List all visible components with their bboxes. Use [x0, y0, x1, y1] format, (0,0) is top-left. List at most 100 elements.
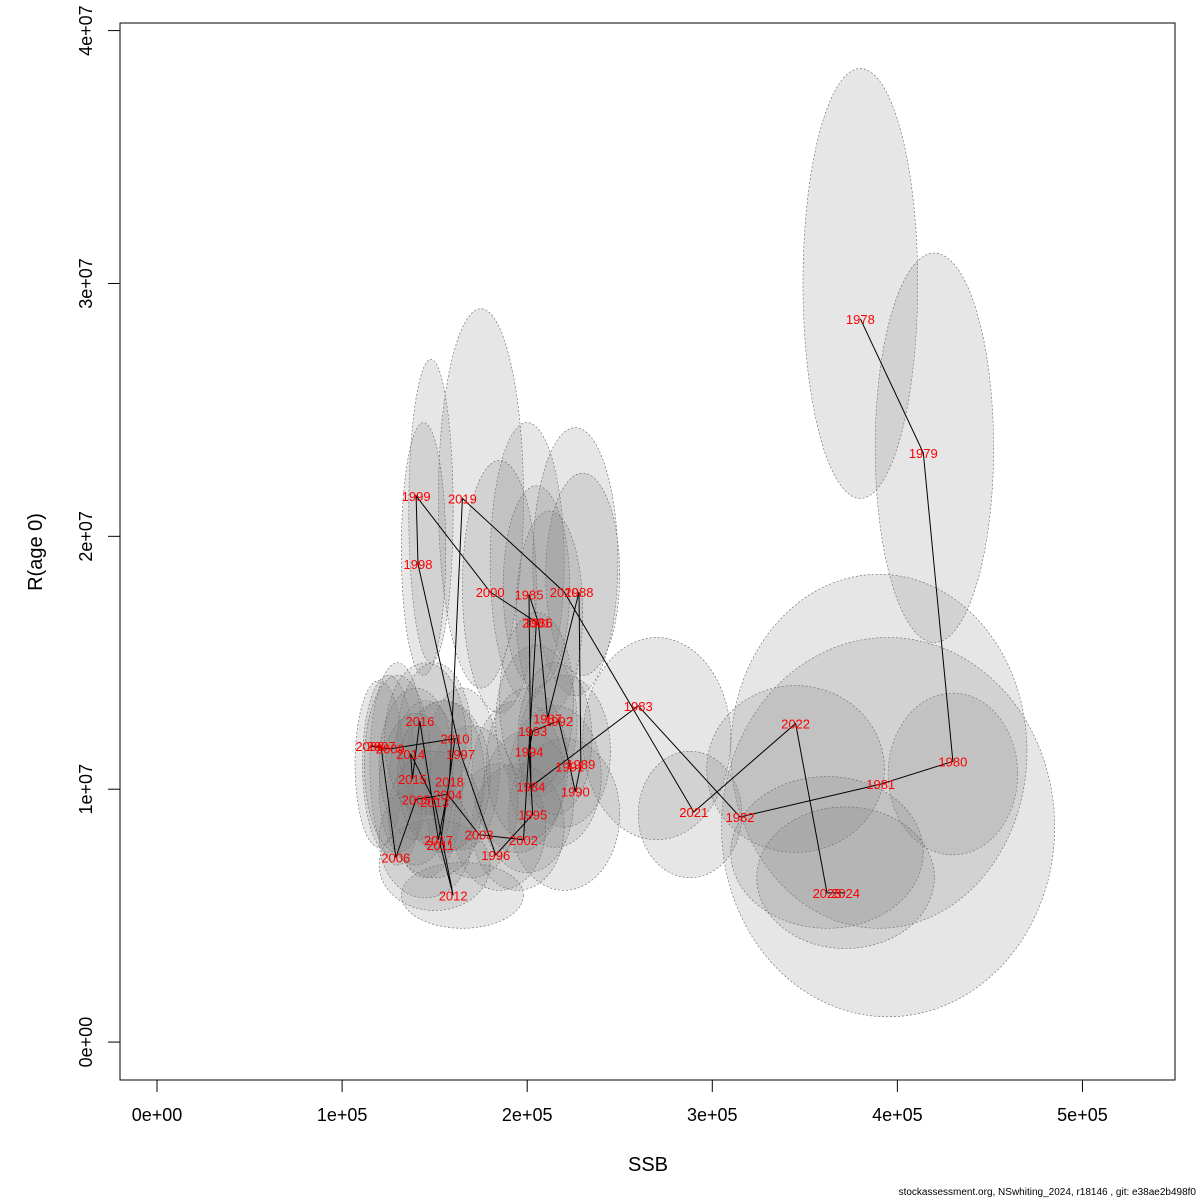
ellipse-1982 [730, 573, 1028, 929]
ellipse-1985 [489, 422, 565, 701]
x-tick-label: 2e+05 [502, 1105, 553, 1125]
ellipse-2005 [388, 700, 463, 879]
point-label-2001: 2001 [522, 615, 551, 630]
point-label-2023: 2023 [813, 886, 842, 901]
point-label-1983: 1983 [624, 699, 653, 714]
point-label-1979: 1979 [909, 446, 938, 461]
ellipse-1991 [517, 662, 593, 815]
point-label-2005: 2005 [402, 792, 431, 807]
ellipse-1986 [515, 510, 584, 714]
point-label-1987: 1987 [533, 711, 562, 726]
x-tick-label: 0e+00 [132, 1105, 183, 1125]
ellipse-2018 [397, 700, 491, 853]
y-axis-title: R(age 0) [25, 513, 47, 591]
point-label-2022: 2022 [781, 716, 810, 731]
ellipse-1978 [802, 68, 919, 499]
point-label-1985: 1985 [515, 587, 544, 602]
ellipse-2020 [545, 472, 621, 676]
ellipse-2011 [378, 781, 472, 899]
ellipse-2006 [369, 662, 426, 866]
ellipse-2021 [637, 750, 743, 879]
ellipse-1993 [499, 611, 574, 790]
point-label-1997: 1997 [446, 747, 475, 762]
point-label-2017: 2017 [424, 833, 453, 848]
point-label-1993: 1993 [518, 724, 547, 739]
footer-annotation: stockassessment.org, NSwhiting_2024, r18… [898, 1187, 1196, 1198]
x-tick-label: 1e+05 [317, 1105, 368, 1125]
point-label-1980: 1980 [938, 754, 967, 769]
ellipse-2013 [378, 819, 491, 911]
year-path [369, 318, 954, 896]
x-tick-label: 5e+05 [1057, 1105, 1108, 1125]
ellipse-1996 [452, 763, 547, 891]
point-label-2011: 2011 [426, 838, 454, 853]
y-tick-label: 2e+07 [76, 511, 96, 562]
point-label-1991: 1991 [555, 759, 584, 774]
ellipse-1983 [582, 637, 732, 841]
y-tick-label: 1e+07 [76, 764, 96, 815]
ellipse-1999 [408, 359, 454, 664]
x-axis-title: SSB [628, 1154, 668, 1176]
point-label-2014: 2014 [396, 747, 425, 762]
ellipse-2008 [354, 680, 404, 848]
y-axis: 0e+00 1e+07 2e+07 3e+07 4e+07 [76, 5, 121, 1068]
point-label-1989: 1989 [566, 757, 595, 772]
ellipse-2002 [471, 763, 565, 891]
y-tick-label: 0e+00 [76, 1017, 96, 1068]
ellipse-1979 [874, 252, 994, 643]
point-label-2020: 2020 [550, 585, 579, 600]
x-tick-label: 3e+05 [687, 1105, 738, 1125]
point-label-2003: 2003 [465, 828, 494, 843]
point-label-2009: 2009 [376, 742, 405, 757]
ellipse-2019 [438, 308, 524, 689]
ellipse-2022 [706, 685, 885, 853]
ellipse-1990 [508, 738, 621, 891]
ellipse-1988 [532, 427, 619, 696]
point-label-1996: 1996 [481, 848, 510, 863]
ellipse-2015 [378, 713, 454, 866]
point-label-1999: 1999 [402, 489, 431, 504]
point-label-1992: 1992 [544, 714, 573, 729]
ellipse-2024 [756, 806, 935, 949]
ellipse-2000 [462, 460, 537, 714]
point-label-2006: 2006 [381, 850, 410, 865]
confidence-ellipses [354, 68, 1055, 1018]
point-label-1986: 1986 [524, 615, 553, 630]
ellipse-2003 [425, 725, 519, 879]
point-label-1978: 1978 [846, 312, 875, 327]
point-label-2000: 2000 [476, 585, 505, 600]
point-label-2013: 2013 [420, 795, 449, 810]
series-line [369, 318, 954, 896]
point-label-2018: 2018 [435, 775, 464, 790]
y-tick-label: 4e+07 [76, 5, 96, 56]
point-label-2021: 2021 [679, 805, 708, 820]
point-label-2015: 2015 [398, 772, 427, 787]
point-label-2024: 2024 [831, 886, 860, 901]
point-label-1982: 1982 [726, 810, 755, 825]
point-label-1981: 1981 [866, 777, 895, 792]
ellipse-1994 [471, 700, 565, 853]
point-label-1998: 1998 [404, 557, 433, 572]
point-label-2004: 2004 [433, 787, 462, 802]
point-label-2016: 2016 [405, 714, 434, 729]
year-labels: 1978 1979 1980 1981 1982 1983 1984 1985 1986 1987… [355, 312, 967, 904]
y-tick-label: 3e+07 [76, 258, 96, 309]
point-label-2008: 2008 [355, 739, 384, 754]
ellipse-2012 [401, 862, 524, 929]
point-label-2010: 2010 [441, 732, 470, 747]
x-axis: 0e+00 1e+05 2e+05 3e+05 4e+05 5e+05 [132, 1079, 1108, 1125]
point-label-1984: 1984 [516, 780, 545, 795]
ellipse-1998 [401, 422, 447, 676]
ellipse-2001 [502, 485, 571, 689]
point-label-2012: 2012 [439, 888, 468, 903]
point-label-1994: 1994 [515, 744, 544, 759]
point-label-2007: 2007 [367, 739, 396, 754]
ellipse-1980 [887, 692, 1018, 856]
point-label-1995: 1995 [518, 807, 547, 822]
point-label-1990: 1990 [561, 785, 590, 800]
ellipse-2023 [730, 776, 924, 929]
point-label-2019: 2019 [448, 491, 477, 506]
x-tick-label: 4e+05 [872, 1105, 923, 1125]
point-label-1988: 1988 [565, 585, 594, 600]
